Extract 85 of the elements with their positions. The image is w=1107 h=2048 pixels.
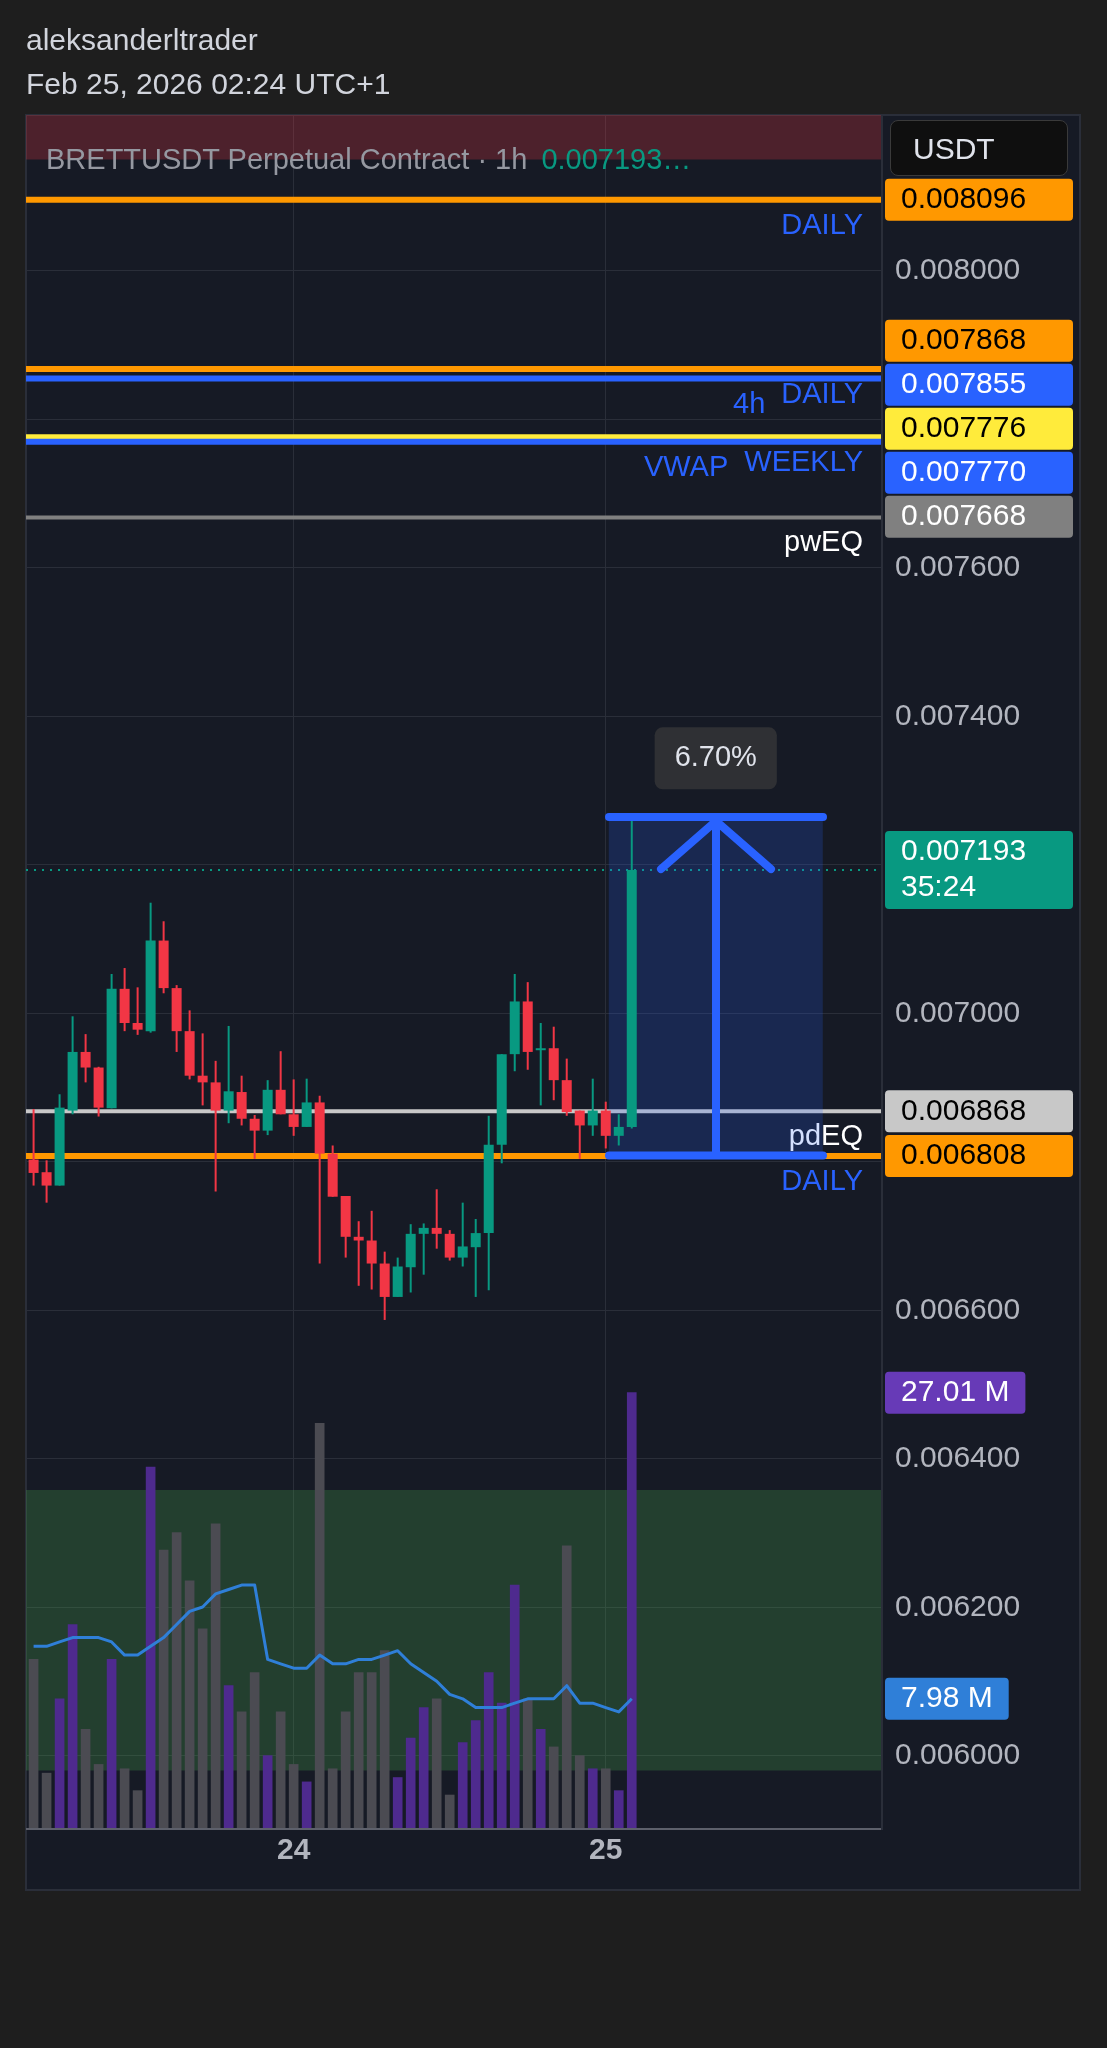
ref-line-label: 0.007776 (901, 410, 1027, 444)
bar (431, 1698, 442, 1830)
bar (509, 1584, 520, 1830)
bar (275, 1711, 286, 1830)
bar (483, 1672, 494, 1830)
text: Feb 25, 2026 02:24 UTC+1 (26, 66, 391, 102)
annotation: WEEKLY (744, 445, 863, 478)
bar (106, 1659, 117, 1830)
ref-line-label: 0.008096 (901, 180, 1027, 214)
candlestick (418, 1223, 429, 1275)
bar (587, 1768, 598, 1830)
annotation: 4h (733, 386, 766, 419)
bar (379, 1650, 390, 1830)
bar (67, 1624, 78, 1830)
bar (366, 1672, 377, 1830)
candlestick (431, 1189, 442, 1249)
text: 0.007193… (541, 143, 692, 175)
annotation: pwEQ (784, 525, 863, 558)
bar (535, 1729, 546, 1830)
x-tick-label: 24 (276, 1832, 311, 1866)
bar (223, 1685, 234, 1830)
bar (54, 1698, 65, 1830)
ref-line-label: 0.007868 (901, 322, 1027, 356)
bar (405, 1737, 416, 1830)
ref-line-label: 0.006868 (901, 1092, 1027, 1126)
bar (262, 1755, 273, 1830)
ref-line-label: 0.006808 (901, 1137, 1027, 1171)
bar (28, 1659, 39, 1830)
bar (548, 1746, 559, 1830)
annotation: VWAP (643, 449, 729, 482)
bar (145, 1466, 156, 1830)
x-tick-label: 25 (589, 1832, 623, 1866)
bar (249, 1672, 260, 1830)
bar (574, 1755, 585, 1830)
text: BRETTUSDT Perpetual Contract · 1h (46, 143, 528, 175)
y-tick-label: 0.006000 (895, 1737, 1021, 1771)
bar (288, 1764, 299, 1830)
bar (158, 1549, 169, 1830)
text: 7.98 M (901, 1680, 993, 1714)
bar (626, 1392, 637, 1830)
bar (340, 1711, 351, 1830)
y-tick-label: 0.007600 (895, 549, 1021, 583)
bar (119, 1768, 130, 1830)
annotation: DAILY (781, 1163, 863, 1196)
bar (327, 1768, 338, 1830)
ref-line-label: 0.007193 35:24 (901, 833, 1027, 903)
bar (236, 1711, 247, 1830)
bar (522, 1698, 533, 1830)
bar (210, 1523, 221, 1830)
y-tick-label: 0.006400 (895, 1440, 1021, 1474)
y-tick-label: 0.008000 (895, 252, 1021, 286)
y-tick-label: 0.006600 (895, 1291, 1021, 1325)
bar (613, 1790, 624, 1830)
ref-line-label: 0.007855 (901, 366, 1027, 400)
bar (600, 1768, 611, 1830)
ref-line-label: 0.007770 (901, 454, 1027, 488)
bar (184, 1580, 195, 1830)
bar (353, 1672, 364, 1830)
ref-line-label: 0.007668 (901, 498, 1027, 532)
y-tick-label: 0.007000 (895, 994, 1021, 1028)
bar (496, 1702, 507, 1830)
bar (197, 1628, 208, 1830)
bar (457, 1742, 468, 1830)
text: aleksanderltrader (26, 22, 259, 58)
y-axis-title: USDT (890, 120, 1068, 176)
annotation: DAILY (781, 376, 863, 409)
candlestick (197, 1033, 208, 1106)
candlestick (535, 1022, 546, 1106)
bar (392, 1777, 403, 1830)
annotation: pdEQ (788, 1119, 863, 1152)
bar (314, 1422, 325, 1830)
bar (171, 1532, 182, 1830)
candlestick (353, 1221, 364, 1286)
annotation: DAILY (781, 207, 863, 240)
bar (80, 1729, 91, 1830)
bar (470, 1720, 481, 1830)
band-label: 6.70% (674, 740, 757, 773)
bar (444, 1794, 455, 1830)
bar (561, 1545, 572, 1830)
y-tick-label: 0.006200 (895, 1588, 1021, 1622)
y-tick-label: 0.007400 (895, 697, 1021, 731)
bar (41, 1772, 52, 1830)
bar (418, 1707, 429, 1830)
bar (93, 1764, 104, 1830)
text: 27.01 M (901, 1373, 1010, 1407)
